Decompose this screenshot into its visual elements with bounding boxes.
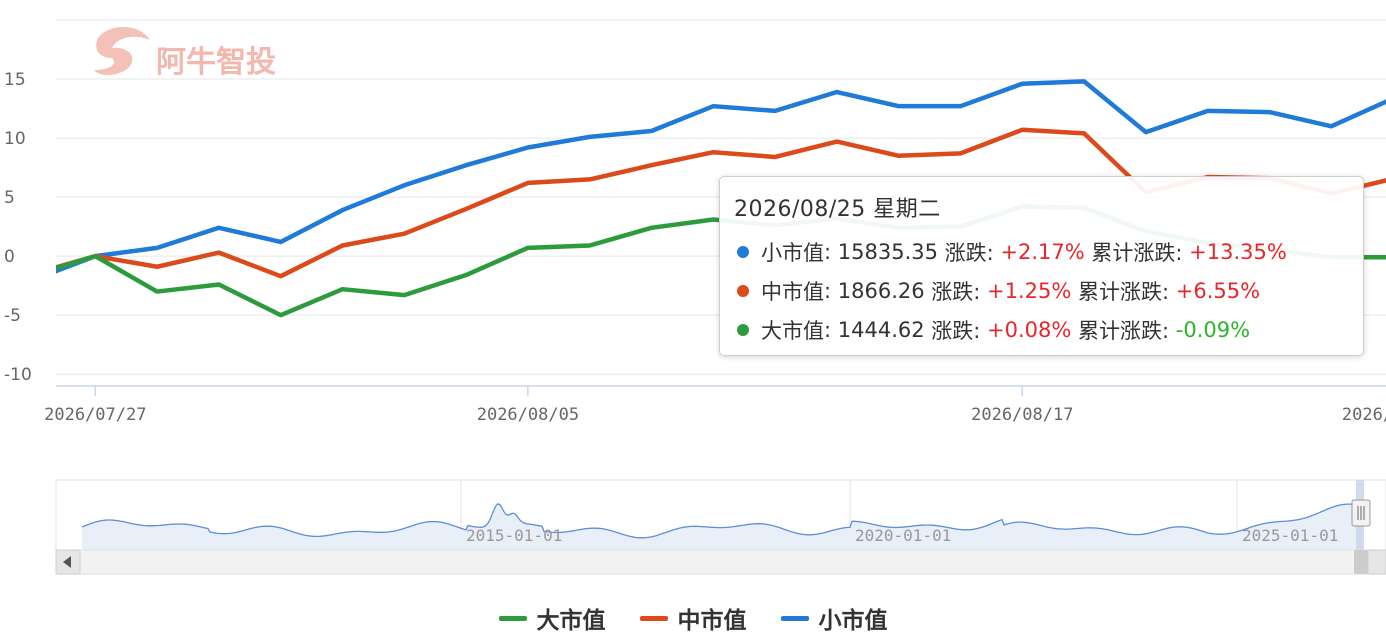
tooltip-cum-label: 累计涨跌: — [1071, 279, 1176, 304]
tooltip-separator: : — [824, 239, 838, 264]
y-tick-label: -5 — [4, 306, 21, 326]
scrollbar-thumb[interactable] — [1354, 550, 1368, 574]
y-tick-label: 5 — [4, 188, 15, 208]
tooltip-value: 15835.35 — [837, 239, 938, 264]
legend-label: 小市值 — [818, 608, 888, 634]
tooltip-value: 1866.26 — [837, 278, 925, 303]
x-tick-label: 2026/07/27 — [44, 405, 146, 425]
legend-label: 中市值 — [677, 608, 747, 634]
scrollbar-track[interactable] — [55, 549, 1386, 575]
watermark-logo: 阿牛智投 — [94, 26, 276, 80]
tooltip-row: 小市值: 15835.35 涨跌: +2.17% 累计涨跌: +13.35% — [734, 232, 1363, 271]
scrollbar[interactable] — [55, 549, 1386, 575]
legend-swatch — [780, 615, 809, 621]
navigator[interactable]: 2015-01-01 2020-01-01 2025-01-01 — [55, 479, 1386, 551]
tooltip-separator: : — [824, 278, 838, 303]
tooltip-series-name: 大市值 — [761, 318, 824, 343]
legend-item-mid-cap[interactable]: 中市值 — [639, 601, 747, 635]
tooltip-series-name: 中市值 — [761, 279, 824, 304]
series-dot — [737, 323, 749, 336]
navigator-line — [81, 503, 1363, 539]
navigator-tick-2015: 2015-01-01 — [466, 526, 562, 545]
legend-label: 大市值 — [536, 608, 606, 634]
y-tick-label: 0 — [4, 247, 15, 267]
legend-item-small-cap[interactable]: 小市值 — [780, 601, 888, 635]
tooltip-title: 2026/08/25 星期二 — [734, 197, 941, 222]
tooltip-change-label: 涨跌: — [924, 318, 988, 343]
tooltip-cum-change: +6.55% — [1175, 278, 1261, 303]
y-tick-label: -10 — [4, 365, 32, 385]
tooltip-separator: : — [824, 317, 838, 342]
tooltip-cum-change: +13.35% — [1189, 239, 1287, 264]
series-dot — [737, 245, 749, 258]
tooltip-change-label: 涨跌: — [937, 240, 1001, 265]
navigator-handle[interactable] — [1351, 499, 1371, 527]
tooltip-row: 中市值: 1866.26 涨跌: +1.25% 累计涨跌: +6.55% — [734, 271, 1363, 310]
tooltip: 2026/08/25 星期二 小市值: 15835.35 涨跌: +2.17% … — [719, 176, 1364, 356]
scroll-right-button[interactable] — [1367, 549, 1386, 575]
tooltip-cum-label: 累计涨跌: — [1084, 240, 1190, 265]
navigator-tick-2020: 2020-01-01 — [855, 526, 951, 545]
navigator-area — [82, 503, 1362, 550]
legend-swatch — [498, 615, 527, 621]
x-tick-label: 2026/08/25 — [1342, 405, 1386, 425]
series-dot — [737, 284, 749, 297]
watermark-text: 阿牛智投 — [156, 45, 276, 80]
tooltip-series-name: 小市值 — [761, 240, 824, 265]
navigator-tick-2025: 2025-01-01 — [1242, 526, 1338, 545]
arrow-left-icon — [63, 556, 71, 568]
y-tick-label: 10 — [4, 129, 26, 149]
x-tick-label: 2026/08/05 — [477, 405, 579, 425]
tooltip-change: +0.08% — [987, 317, 1072, 342]
tooltip-cum-label: 累计涨跌: — [1071, 318, 1176, 343]
tooltip-row: 大市值: 1444.62 涨跌: +0.08% 累计涨跌: -0.09% — [734, 310, 1363, 349]
legend-item-large-cap[interactable]: 大市值 — [498, 601, 606, 635]
legend-swatch — [639, 615, 668, 621]
y-axis: 15 10 5 0 -5 -10 — [4, 70, 32, 385]
x-axis: 2026/07/27 2026/08/05 2026/08/17 2026/08/25 — [44, 386, 1386, 425]
series-line-小市值 — [56, 79, 1386, 274]
tooltip-change: +2.17% — [1000, 239, 1085, 264]
tooltip-change-label: 涨跌: — [924, 279, 988, 304]
x-tick-label: 2026/08/17 — [971, 405, 1073, 425]
tooltip-value: 1444.62 — [837, 317, 925, 342]
y-tick-label: 15 — [4, 70, 26, 90]
tooltip-cum-change: -0.09% — [1175, 317, 1251, 342]
legend: 大市值 中市值 小市值 — [0, 598, 1386, 638]
tooltip-change: +1.25% — [987, 278, 1072, 303]
